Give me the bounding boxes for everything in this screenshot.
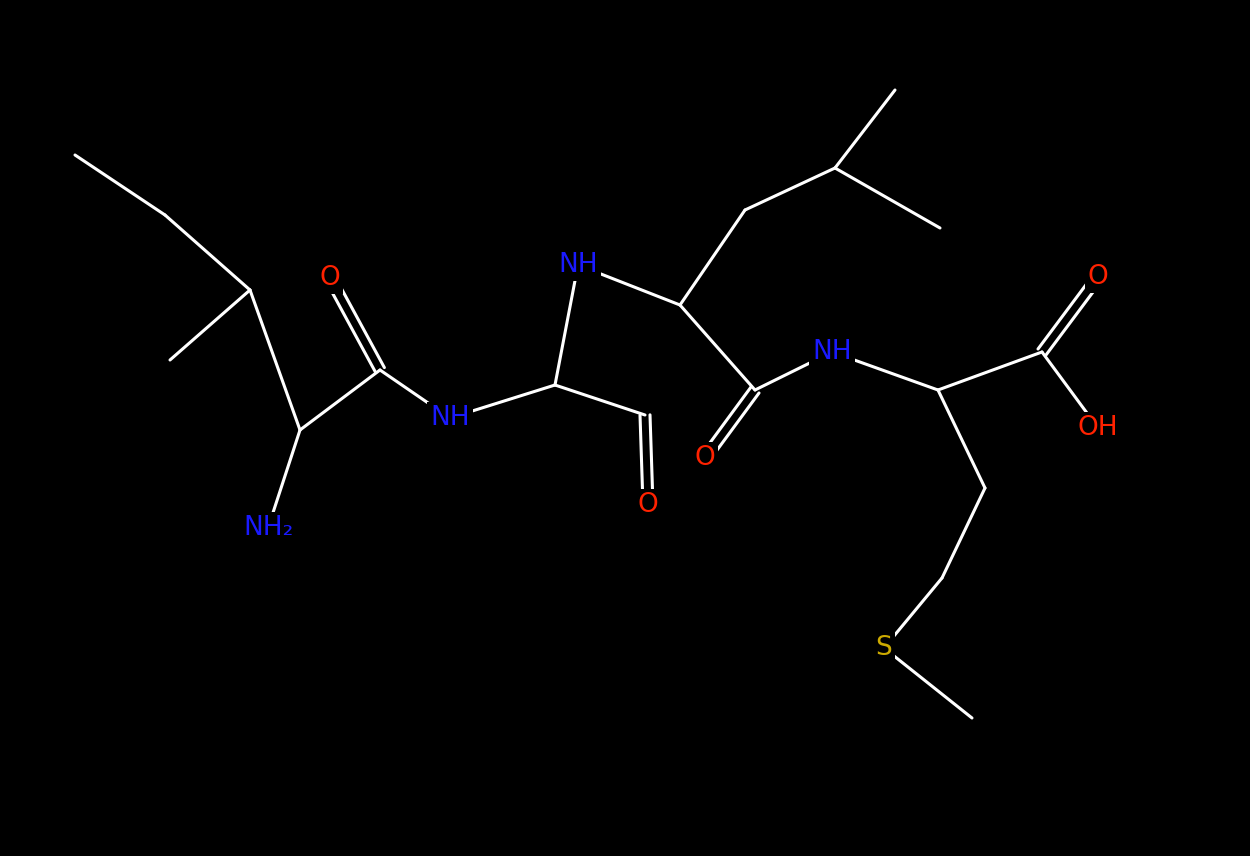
Text: NH: NH [812,339,851,365]
Text: O: O [1088,264,1109,290]
Text: S: S [875,635,892,661]
Text: O: O [638,492,659,518]
Text: O: O [695,445,715,471]
Text: OH: OH [1078,415,1119,441]
Text: NH: NH [559,252,598,278]
Text: O: O [320,265,340,291]
Text: NH₂: NH₂ [242,515,292,541]
Text: NH: NH [430,405,470,431]
